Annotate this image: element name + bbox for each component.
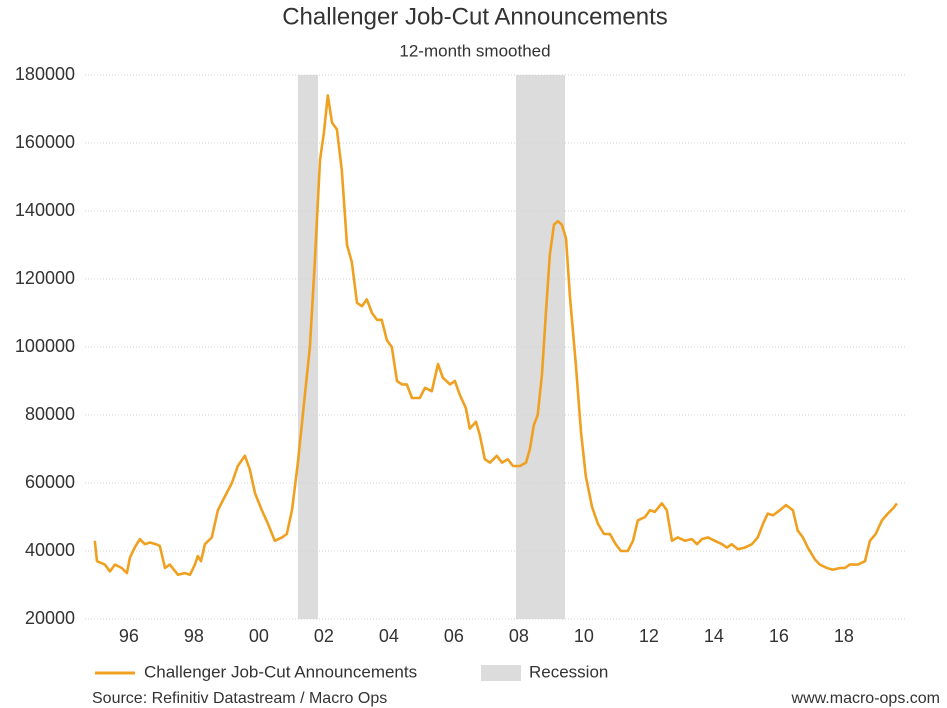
legend-label: Recession xyxy=(529,662,608,681)
y-tick-label: 40000 xyxy=(25,540,75,560)
x-tick-label: 98 xyxy=(184,626,204,646)
x-tick-label: 18 xyxy=(834,626,854,646)
y-tick-label: 120000 xyxy=(15,268,75,288)
x-tick-label: 96 xyxy=(119,626,139,646)
y-tick-label: 180000 xyxy=(15,64,75,84)
y-tick-label: 140000 xyxy=(15,200,75,220)
y-tick-label: 20000 xyxy=(25,608,75,628)
x-tick-label: 00 xyxy=(249,626,269,646)
chart-subtitle: 12-month smoothed xyxy=(399,41,550,60)
x-tick-label: 08 xyxy=(509,626,529,646)
y-tick-label: 80000 xyxy=(25,404,75,424)
legend-swatch xyxy=(481,665,521,681)
y-tick-label: 60000 xyxy=(25,472,75,492)
x-tick-label: 04 xyxy=(379,626,399,646)
x-tick-label: 16 xyxy=(769,626,789,646)
y-tick-label: 160000 xyxy=(15,132,75,152)
x-tick-label: 10 xyxy=(574,626,594,646)
chart-title: Challenger Job-Cut Announcements xyxy=(282,3,668,30)
source-note: Source: Refinitiv Datastream / Macro Ops xyxy=(92,690,387,707)
y-tick-label: 100000 xyxy=(15,336,75,356)
x-tick-label: 02 xyxy=(314,626,334,646)
data-line xyxy=(93,94,898,577)
x-tick-label: 12 xyxy=(639,626,659,646)
legend-label: Challenger Job-Cut Announcements xyxy=(144,662,417,681)
website: www.macro-ops.com xyxy=(791,690,940,707)
x-tick-label: 06 xyxy=(444,626,464,646)
x-tick-label: 14 xyxy=(704,626,724,646)
